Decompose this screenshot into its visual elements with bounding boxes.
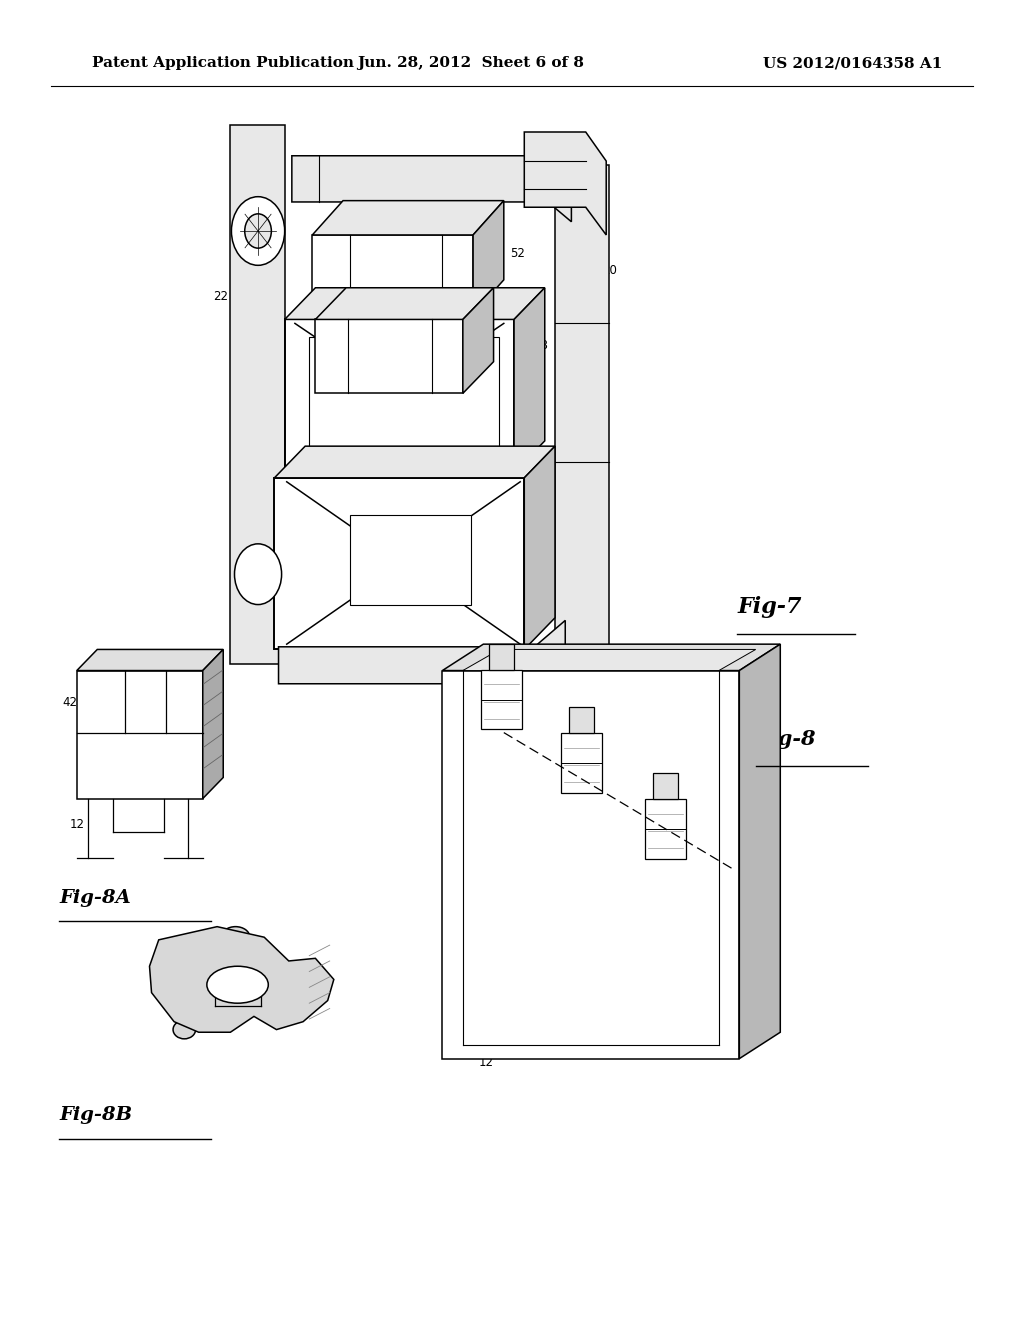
Ellipse shape	[173, 1020, 196, 1039]
Polygon shape	[150, 927, 334, 1032]
Text: 68: 68	[507, 545, 521, 558]
Text: 60: 60	[397, 396, 412, 409]
Circle shape	[234, 544, 282, 605]
Text: 66: 66	[561, 234, 575, 247]
Text: Fig-8: Fig-8	[756, 729, 816, 750]
Polygon shape	[555, 165, 609, 673]
Text: 18: 18	[534, 564, 548, 577]
Text: 40: 40	[469, 656, 483, 669]
Text: 52: 52	[510, 247, 524, 260]
Polygon shape	[312, 201, 504, 235]
Text: 12: 12	[479, 1056, 494, 1069]
Text: 44: 44	[585, 748, 599, 762]
Bar	[309, 337, 499, 462]
Text: 40: 40	[95, 656, 110, 669]
Text: 44: 44	[288, 960, 302, 973]
Polygon shape	[274, 446, 555, 478]
Text: 52: 52	[510, 356, 524, 370]
Polygon shape	[315, 319, 463, 393]
Polygon shape	[463, 288, 494, 393]
Polygon shape	[315, 288, 494, 319]
Polygon shape	[312, 235, 473, 314]
Polygon shape	[481, 671, 522, 729]
Polygon shape	[473, 201, 504, 314]
Polygon shape	[489, 644, 514, 671]
Text: 24: 24	[561, 682, 575, 696]
Text: 42: 42	[62, 696, 77, 709]
Text: 68: 68	[534, 339, 548, 352]
Polygon shape	[442, 671, 739, 1059]
Polygon shape	[514, 288, 545, 473]
Polygon shape	[645, 799, 686, 859]
Polygon shape	[279, 620, 565, 684]
Text: 58: 58	[346, 172, 360, 185]
Text: 24: 24	[418, 656, 432, 669]
Polygon shape	[463, 649, 756, 671]
Text: Jun. 28, 2012  Sheet 6 of 8: Jun. 28, 2012 Sheet 6 of 8	[357, 57, 585, 70]
Text: 58: 58	[585, 442, 599, 455]
Text: 22: 22	[213, 290, 227, 304]
Polygon shape	[285, 288, 545, 319]
Text: 42: 42	[459, 696, 473, 709]
Text: 58: 58	[305, 524, 319, 537]
Ellipse shape	[207, 966, 268, 1003]
Ellipse shape	[289, 978, 322, 1002]
Text: Fig-8A: Fig-8A	[59, 888, 131, 907]
Text: 60: 60	[397, 158, 412, 172]
Text: 56: 56	[595, 492, 609, 506]
Text: 12: 12	[70, 818, 84, 832]
Circle shape	[231, 197, 285, 265]
Text: US 2012/0164358 A1: US 2012/0164358 A1	[763, 57, 942, 70]
Polygon shape	[739, 644, 780, 1059]
Polygon shape	[77, 671, 203, 799]
Text: 42: 42	[203, 696, 217, 709]
Polygon shape	[285, 319, 514, 473]
Text: 42: 42	[633, 924, 647, 937]
Ellipse shape	[160, 958, 197, 985]
Polygon shape	[292, 156, 571, 222]
Polygon shape	[524, 132, 606, 235]
Text: 40: 40	[664, 911, 678, 924]
Text: 20: 20	[602, 264, 616, 277]
Polygon shape	[230, 125, 285, 664]
Bar	[350, 515, 471, 605]
Circle shape	[245, 214, 271, 248]
Text: 56: 56	[259, 458, 273, 471]
Text: 70: 70	[546, 181, 560, 194]
Text: 18: 18	[554, 308, 568, 321]
Polygon shape	[274, 478, 524, 649]
Polygon shape	[203, 649, 223, 799]
Polygon shape	[77, 649, 223, 671]
Text: 56: 56	[239, 207, 253, 220]
Text: 24: 24	[141, 656, 156, 669]
Polygon shape	[653, 772, 678, 799]
Text: 18: 18	[561, 409, 575, 422]
Text: 52: 52	[425, 656, 439, 669]
Text: 60: 60	[527, 545, 542, 558]
Text: Fig-8B: Fig-8B	[59, 1106, 132, 1125]
Text: Patent Application Publication: Patent Application Publication	[92, 57, 354, 70]
Text: Fig-7: Fig-7	[737, 597, 802, 618]
Polygon shape	[524, 446, 555, 649]
Polygon shape	[442, 644, 780, 671]
Text: 44: 44	[459, 814, 473, 828]
Text: 24: 24	[541, 739, 555, 752]
Polygon shape	[569, 708, 594, 734]
Text: 66: 66	[554, 426, 568, 440]
Text: 24: 24	[223, 937, 238, 950]
Polygon shape	[561, 734, 602, 792]
Text: 24: 24	[694, 920, 709, 933]
Ellipse shape	[221, 927, 250, 948]
